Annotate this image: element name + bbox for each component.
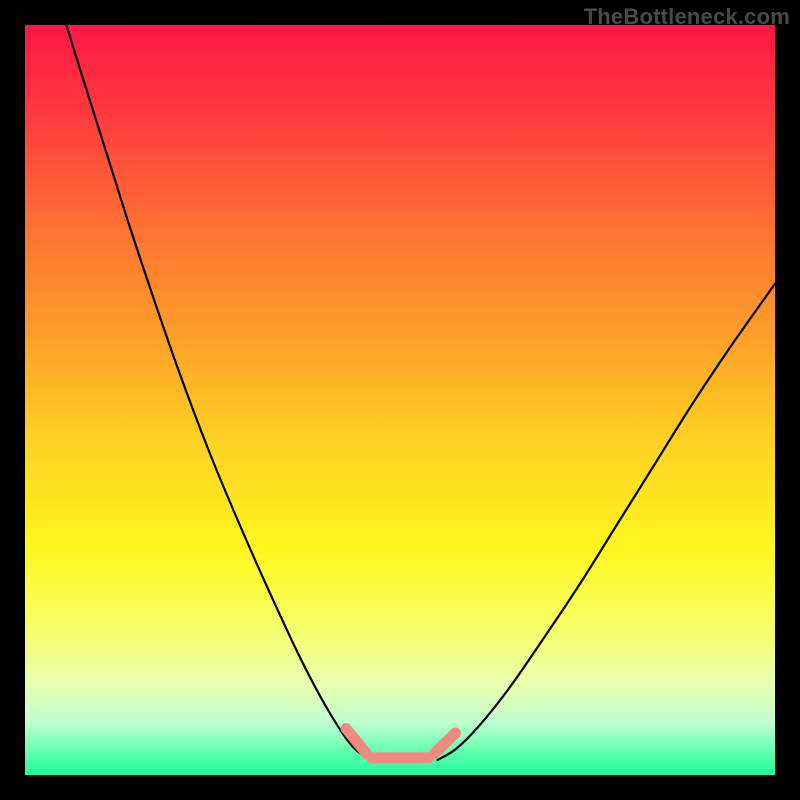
- figure-root: TheBottleneck.com: [0, 0, 800, 800]
- gradient-background: [25, 25, 775, 775]
- watermark-text: TheBottleneck.com: [584, 4, 790, 30]
- plot-area: [25, 25, 775, 775]
- chart-svg: [25, 25, 775, 775]
